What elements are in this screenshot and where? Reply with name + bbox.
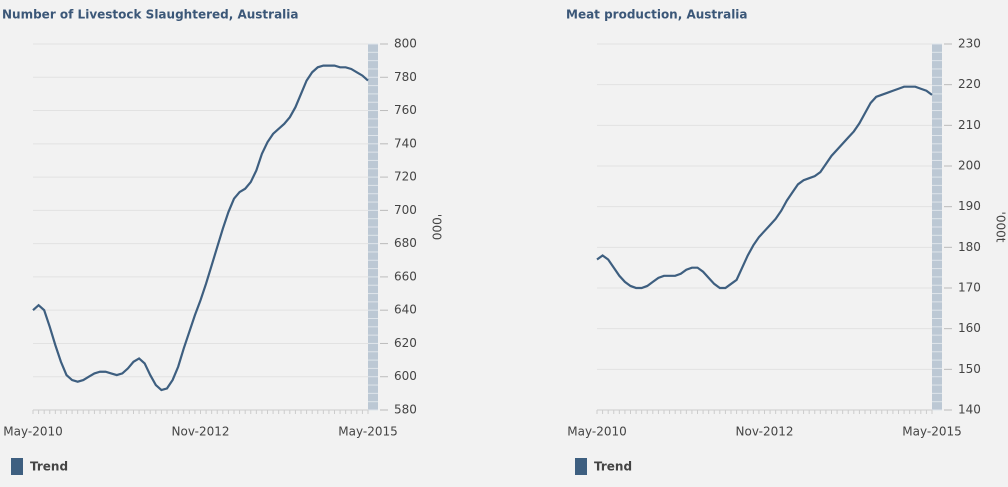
y-tick-label: 170 (958, 281, 981, 295)
y-tick-label: 640 (394, 303, 417, 317)
y-tick-label: 580 (394, 403, 417, 417)
y-tick-label: 720 (394, 170, 417, 184)
y-tick-label: 660 (394, 269, 417, 283)
y-tick-label: 680 (394, 236, 417, 250)
y-tick-label: 200 (958, 159, 981, 173)
chart-title: Number of Livestock Slaughtered, Austral… (2, 8, 299, 22)
legend-label: Trend (30, 460, 68, 474)
y-tick-label: 760 (394, 103, 417, 117)
y-axis-label: '000t (994, 212, 1008, 243)
y-tick-label: 780 (394, 70, 417, 84)
y-tick-label: 700 (394, 203, 417, 217)
y-tick-label: 620 (394, 336, 417, 350)
y-axis-label: '000 (430, 214, 444, 240)
y-tick-label: 800 (394, 37, 417, 51)
y-tick-label: 150 (958, 362, 981, 376)
y-tick-label: 600 (394, 369, 417, 383)
y-tick-label: 190 (958, 199, 981, 213)
y-tick-label: 210 (958, 118, 981, 132)
chart-title: Meat production, Australia (566, 8, 748, 22)
y-tick-label: 740 (394, 136, 417, 150)
y-tick-label: 160 (958, 321, 981, 335)
x-tick-label: May-2015 (902, 425, 961, 439)
x-tick-label: May-2015 (338, 425, 397, 439)
trend-line (596, 85, 933, 290)
trend-line (32, 64, 369, 392)
y-tick-label: 230 (958, 37, 981, 51)
x-tick-label: Nov-2012 (736, 425, 794, 439)
legend-swatch (575, 458, 587, 475)
legend-swatch (11, 458, 23, 475)
x-tick-label: May-2010 (3, 425, 62, 439)
legend-label: Trend (594, 460, 632, 474)
y-tick-label: 220 (958, 77, 981, 91)
x-tick-label: May-2010 (567, 425, 626, 439)
x-tick-label: Nov-2012 (172, 425, 230, 439)
y-tick-label: 180 (958, 240, 981, 254)
y-tick-label: 140 (958, 403, 981, 417)
